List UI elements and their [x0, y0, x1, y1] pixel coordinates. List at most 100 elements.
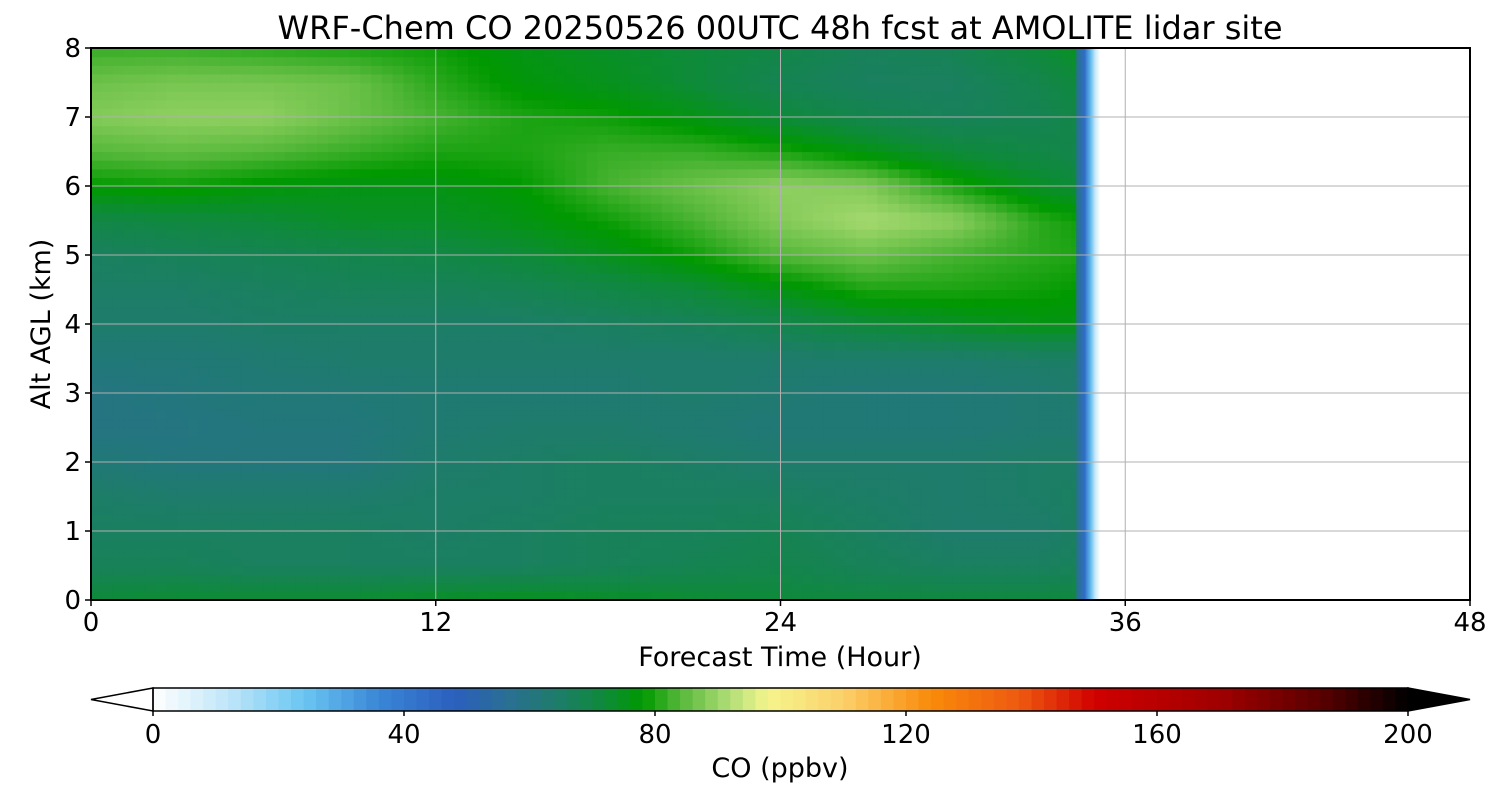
heatmap-cell [123, 349, 135, 360]
heatmap-cell [435, 565, 448, 575]
heatmap-cell [284, 582, 297, 592]
heatmap-cell [554, 591, 566, 600]
heatmap-cell [424, 367, 437, 377]
heatmap-cell [952, 142, 965, 153]
heatmap-cell [791, 436, 803, 446]
heatmap-cell [931, 470, 943, 480]
heatmap-cell [220, 522, 232, 532]
heatmap-cell [435, 272, 448, 282]
heatmap-cell [123, 306, 135, 316]
heatmap-cell [155, 393, 168, 403]
heatmap-cell [166, 263, 178, 273]
heatmap-cell [780, 427, 792, 437]
heatmap-cell [899, 142, 911, 153]
heatmap-cell [521, 522, 534, 532]
heatmap-cell [780, 565, 792, 575]
heatmap-cell [877, 522, 889, 532]
heatmap-cell [220, 487, 232, 498]
heatmap-cell [317, 479, 329, 489]
heatmap-cell [220, 513, 232, 523]
heatmap-cell [597, 479, 609, 489]
heatmap-cell [1039, 151, 1051, 161]
heatmap-cell [144, 246, 157, 256]
heatmap-cell [694, 522, 706, 532]
heatmap-cell [209, 375, 221, 385]
heatmap-cell [920, 220, 932, 230]
heatmap-cell [802, 289, 814, 299]
heatmap-cell [338, 470, 351, 480]
heatmap-cell [274, 272, 286, 282]
heatmap-cell [942, 220, 954, 230]
heatmap-cell [328, 289, 340, 299]
heatmap-cell [985, 401, 997, 411]
heatmap-cell [845, 315, 857, 325]
heatmap-cell [112, 401, 124, 411]
heatmap-cell [942, 487, 954, 498]
heatmap-cell [435, 315, 448, 325]
heatmap-cell [931, 194, 943, 204]
heatmap-cell [705, 349, 717, 360]
heatmap-cell [920, 513, 932, 523]
heatmap-cell [435, 246, 448, 256]
heatmap-cell [521, 453, 534, 463]
heatmap-cell [521, 229, 534, 239]
heatmap-cell [554, 186, 566, 196]
heatmap-cell [263, 591, 275, 600]
heatmap-cell [909, 470, 922, 480]
heatmap-cell [726, 470, 738, 480]
heatmap-cell [338, 263, 351, 273]
heatmap-cell [780, 349, 792, 360]
heatmap-cell [985, 505, 997, 515]
heatmap-cell [284, 246, 297, 256]
heatmap-cell [532, 324, 545, 334]
heatmap-cell [995, 470, 1008, 480]
heatmap-cell [252, 211, 264, 222]
heatmap-cell [187, 513, 200, 523]
heatmap-cell [435, 574, 448, 584]
heatmap-cell [349, 177, 361, 187]
heatmap-cell [360, 280, 372, 291]
heatmap-cell [457, 263, 469, 273]
heatmap-cell [866, 306, 879, 316]
heatmap-cell [338, 349, 351, 360]
heatmap-cell [758, 393, 771, 403]
heatmap-cell [446, 367, 458, 377]
heatmap-cell [651, 393, 663, 403]
heatmap-cell [532, 229, 545, 239]
heatmap-cell [1017, 548, 1029, 558]
heatmap-cell [985, 134, 997, 144]
heatmap-cell [478, 393, 491, 403]
heatmap-cell [543, 203, 555, 213]
heatmap-cell [435, 367, 448, 377]
heatmap-cell [177, 255, 189, 265]
heatmap-cell [963, 453, 976, 463]
heatmap-cell [974, 496, 986, 506]
heatmap-cell [489, 453, 501, 463]
heatmap-cell [241, 168, 254, 178]
heatmap-cell [306, 591, 318, 600]
heatmap-cell [931, 220, 943, 230]
heatmap-cell [306, 349, 318, 360]
heatmap-cell [694, 220, 706, 230]
heatmap-cell [91, 470, 103, 480]
heatmap-cell [231, 246, 243, 256]
heatmap-cell [328, 349, 340, 360]
heatmap-cell [855, 513, 868, 523]
heatmap-cell [812, 367, 825, 377]
heatmap-cell [823, 168, 835, 178]
heatmap-cell [802, 462, 814, 472]
heatmap-cell [457, 539, 469, 549]
heatmap-cell [198, 289, 211, 299]
heatmap-cell [274, 427, 286, 437]
heatmap-cell [220, 203, 232, 213]
heatmap-cell [532, 401, 545, 411]
heatmap-cell [1028, 298, 1040, 308]
heatmap-cell [1049, 134, 1062, 144]
heatmap-cell [414, 375, 426, 385]
heatmap-cell [995, 263, 1008, 273]
heatmap-cell [931, 324, 943, 334]
heatmap-cell [834, 280, 846, 291]
heatmap-cell [888, 418, 900, 429]
heatmap-cell [284, 393, 297, 403]
heatmap-cell [597, 306, 609, 316]
